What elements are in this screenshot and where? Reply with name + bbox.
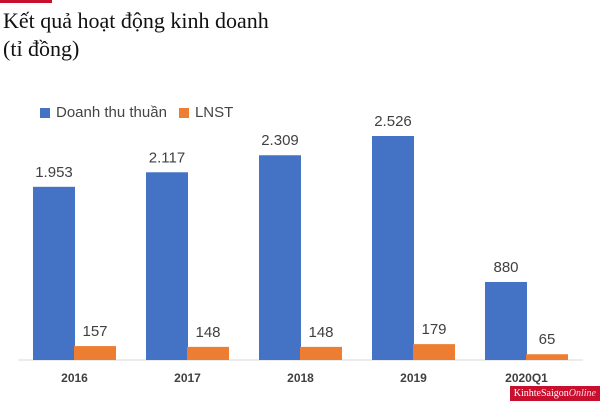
bar-profit-2019 — [413, 344, 455, 360]
bar-revenue-2018 — [259, 155, 301, 360]
chart-title: Kết quả hoạt động kinh doanh (tỉ đồng) — [3, 7, 269, 63]
bar-profit-2017 — [187, 346, 229, 360]
x-tick-label-2017: 2017 — [174, 371, 201, 385]
x-tick-label-2019: 2019 — [400, 371, 427, 385]
legend-label-revenue: Doanh thu thuần — [56, 104, 167, 121]
x-tick-label-2016: 2016 — [61, 371, 88, 385]
chart-title-line-2: (tỉ đồng) — [3, 36, 80, 61]
publisher-logo-part-1: KinhteSaigon — [513, 388, 569, 399]
data-label-revenue-2020Q1: 880 — [493, 259, 518, 276]
legend-item-profit: LNST — [178, 104, 234, 121]
bar-profit-2018 — [300, 346, 342, 360]
title-accent-bar — [0, 0, 52, 3]
chart-title-line-1: Kết quả hoạt động kinh doanh — [3, 8, 269, 33]
data-label-revenue-2019: 2.526 — [374, 113, 412, 130]
bar-profit-2020Q1 — [526, 354, 568, 360]
publisher-logo: KinhteSaigonOnline — [509, 386, 600, 401]
legend-item-revenue: Doanh thu thuần — [40, 104, 167, 121]
bar-revenue-2019 — [372, 136, 414, 360]
x-tick-label-2018: 2018 — [287, 371, 314, 385]
bar-revenue-2016 — [33, 186, 75, 360]
data-label-revenue-2016: 1.953 — [35, 164, 73, 181]
data-label-profit-2018: 148 — [308, 324, 333, 341]
publisher-logo-part-2: Online — [568, 388, 596, 399]
bar-revenue-2017 — [146, 172, 188, 360]
legend-swatch-profit — [178, 107, 189, 118]
data-label-profit-2017: 148 — [195, 324, 220, 341]
x-tick-label-2020Q1: 2020Q1 — [505, 371, 548, 385]
legend-swatch-revenue — [40, 107, 50, 118]
bar-revenue-2020Q1 — [485, 281, 527, 360]
data-label-profit-2016: 157 — [82, 323, 107, 340]
data-label-profit-2020Q1: 65 — [539, 331, 556, 348]
data-label-profit-2019: 179 — [421, 321, 446, 338]
data-label-revenue-2017: 2.117 — [149, 149, 185, 166]
bar-profit-2016 — [74, 346, 116, 360]
chart-legend: Doanh thu thuần LNST — [40, 104, 245, 121]
data-label-revenue-2018: 2.309 — [261, 132, 299, 149]
legend-label-profit: LNST — [194, 104, 234, 121]
